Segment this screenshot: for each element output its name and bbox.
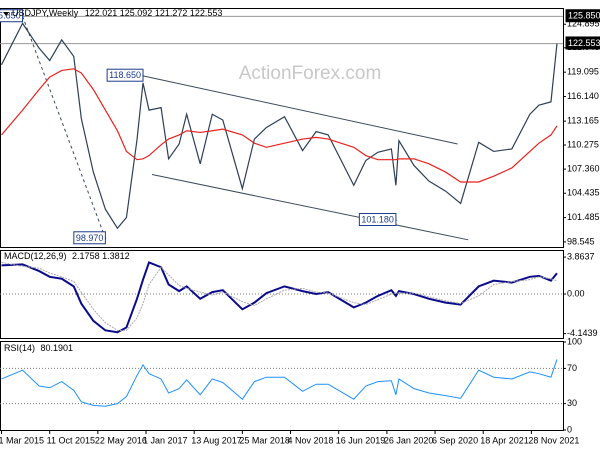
x-tick-label: 1 Jan 2017 [143,435,188,445]
menu-icon [3,12,9,16]
value-box [106,68,144,82]
macd-plot [0,261,563,334]
series-line [1,359,558,407]
x-tick-label: 6 Sep 2020 [432,435,478,445]
value-box [565,9,600,23]
value-box-label: 125.850 [0,11,21,21]
y-tick-label: 101.485 [567,212,600,222]
x-tick-label: 22 May 2016 [95,435,147,445]
chart-header: USDJPY,Weekly 122.021 125.092 121.272 12… [12,8,222,18]
value-box [358,213,397,227]
y-tick-label: 98.545 [567,236,595,246]
x-tick-label: 28 Nov 2021 [528,435,579,445]
value-box [73,231,106,245]
value-box-label: 122.553 [568,38,600,48]
price-pane [0,8,564,248]
y-tick-label: 100 [567,336,582,346]
y-tick-label: 107.360 [567,163,600,173]
rsi-pane [0,341,564,431]
y-tick-label: 30 [567,398,577,408]
value-box-label: 125.850 [568,11,600,21]
y-tick-label: 110.275 [567,139,599,149]
x-tick-label: 25 Mar 2018 [239,435,290,445]
x-tick-label: 16 Jun 2019 [336,435,386,445]
y-tick-label: 124.895 [567,19,600,29]
chart-title: USDJPY,Weekly [12,8,79,18]
macd-header: MACD(12,26,9) 2.1758 1.3812 [4,251,130,261]
x-tick-label: 13 Aug 2017 [191,435,242,445]
watermark: ActionForex.com [239,63,382,84]
x-tick-label: 1 Mar 2015 [0,435,44,445]
y-tick-label: 0 [567,424,572,434]
close: 122.553 [190,8,223,18]
x-tick-label: 11 Oct 2015 [47,435,95,445]
y-tick-label: 70 [567,363,577,373]
trendline [22,16,106,239]
macd-title: MACD(12,26,9) [4,251,67,261]
trendline [151,174,469,241]
rsi-title: RSI(14) [4,343,35,353]
series-line [1,261,558,331]
series-line [0,22,558,230]
series-line [1,261,558,334]
y-tick-label: 104.435 [567,188,600,198]
rsi-plot [0,359,563,407]
y-tick-label: 119.095 [567,67,599,77]
value-box-label: 98.970 [76,233,104,243]
y-tick-label: 113.165 [567,116,599,126]
trendline [142,75,458,145]
price-plot: 125.850 118.650 98.970 101.180 [0,9,563,245]
value-box [565,36,600,50]
series-line [1,68,558,183]
x-tick-label: 18 Apr 2021 [480,435,529,445]
rsi-value: 80.1901 [41,343,74,353]
x-tick-label: 26 Jan 2020 [384,435,434,445]
low: 121.272 [155,8,188,18]
y-tick-label: 116.140 [567,91,599,101]
signal-value: 1.3812 [102,251,130,261]
y-tick-label: 3.8637 [567,251,595,261]
open: 122.021 [85,8,118,18]
value-box-label: 118.650 [109,70,141,80]
x-tick-label: 4 Nov 2018 [288,435,334,445]
y-tick-label: -4.1439 [567,328,598,338]
rsi-header: RSI(14) 80.1901 [4,343,73,353]
high: 125.092 [120,8,153,18]
value-box-label: 101.180 [361,215,394,225]
y-tick-label: 0.00 [567,288,585,298]
macd-value: 2.1758 [72,251,100,261]
